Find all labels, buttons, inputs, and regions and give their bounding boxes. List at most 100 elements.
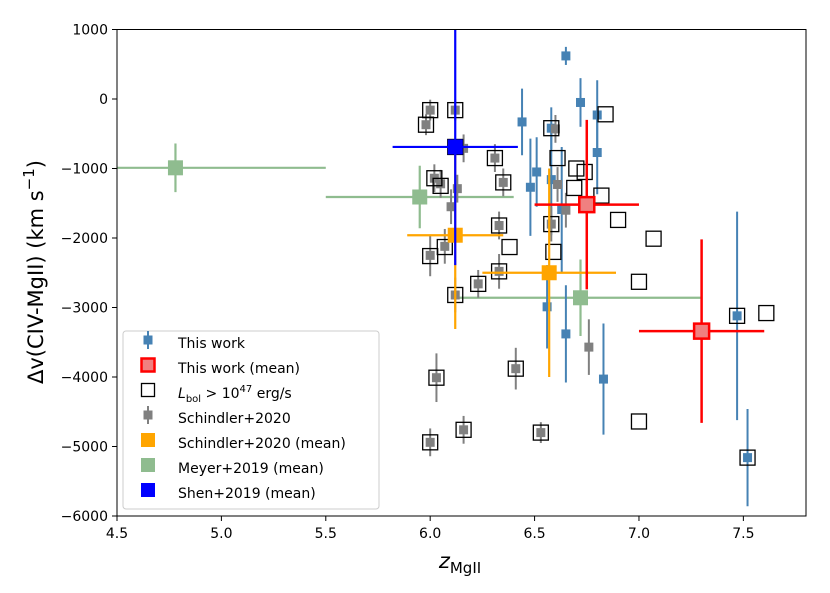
high-lum-marker: [543, 120, 560, 137]
high-lum-marker: [422, 247, 439, 265]
y-tick-label: −5000: [61, 440, 108, 456]
this-work-point: [576, 97, 586, 107]
high-lum-marker: [728, 307, 746, 324]
y-tick-label: −2000: [61, 231, 108, 247]
this-work-point: [561, 329, 571, 339]
legend-label-high-luminosity: Lbol > 1047 erg/s: [178, 384, 292, 405]
high-lum-marker: [490, 263, 508, 280]
legend-mark-schindler-mean: [141, 433, 155, 447]
this-work-point: [598, 374, 608, 384]
legend-mark-this-work-mean: [140, 357, 156, 373]
x-axis-label-sub: MgII: [450, 559, 481, 577]
this-work-point: [592, 148, 602, 158]
high-lum-marker: [576, 163, 593, 181]
high-lum-marker: [549, 149, 566, 167]
high-lum-marker: [597, 106, 614, 123]
legend-mark-meyer-mean: [141, 458, 155, 472]
x-tick-label: 6.0: [419, 526, 441, 542]
high-lum-marker: [436, 238, 453, 256]
meyer-mean-point: [573, 290, 589, 306]
this-work-point: [743, 453, 753, 463]
high-lum-marker: [543, 215, 560, 233]
x-tick-label: 7.0: [628, 526, 650, 542]
legend-label-this-work-mean: This work (mean): [177, 361, 300, 377]
y-axis-label: Δv(CIV-MgII) (km s−1): [20, 160, 48, 384]
high-lum-marker: [455, 421, 472, 438]
y-tick-label: −3000: [61, 301, 108, 317]
high-lum-marker: [568, 160, 585, 177]
schindler-point: [511, 364, 521, 374]
schindler-point: [425, 437, 435, 447]
this-work-point: [561, 51, 571, 61]
meyer-mean-point: [167, 160, 183, 176]
legend-mark-shen-mean: [141, 483, 155, 497]
schindler-point: [536, 428, 546, 438]
y-axis-label-main: Δv(CIV-MgII) (km s: [24, 190, 48, 384]
high-lum-marker: [486, 149, 504, 167]
schindler-point: [425, 250, 435, 260]
schindler-point: [459, 143, 469, 153]
schindler-mean-point: [541, 265, 557, 281]
schindler-point: [546, 219, 556, 229]
this-work-point: [542, 302, 552, 312]
high-lum-marker: [609, 211, 627, 229]
high-lum-marker: [501, 238, 518, 256]
schindler-point: [494, 220, 504, 230]
this-work-point: [517, 117, 527, 127]
x-tick-label: 6.5: [523, 526, 545, 542]
x-tick-label: 5.5: [315, 526, 337, 542]
schindler-point: [561, 205, 571, 215]
high-lum-marker: [545, 243, 562, 261]
high-lum-marker: [630, 413, 648, 430]
this-work-mean-point: [578, 195, 596, 214]
legend-label-schindler: Schindler+2020: [178, 411, 291, 427]
y-tick-label: −4000: [61, 370, 108, 386]
legend-mark-high-lum: [140, 382, 156, 398]
high-lum-marker: [470, 275, 487, 293]
legend-mark-schindler: [143, 410, 153, 420]
schindler-point: [440, 241, 450, 251]
x-axis-label-main: z: [438, 549, 451, 573]
high-lum-marker: [532, 424, 549, 441]
high-lum-marker: [566, 179, 583, 197]
y-tick-label: 1000: [72, 23, 108, 39]
schindler-point: [473, 279, 483, 289]
schindler-point: [490, 153, 500, 163]
schindler-point: [452, 184, 462, 194]
x-axis-label: zMgII: [438, 549, 481, 577]
legend-label-shen-mean: Shen+2019 (mean): [178, 486, 316, 502]
high-lum-marker: [417, 116, 435, 133]
this-work-point: [525, 182, 535, 192]
high-lum-marker: [507, 360, 524, 377]
y-tick-label: −1000: [61, 162, 108, 178]
schindler-point: [553, 179, 563, 189]
y-tick-label: 0: [99, 92, 108, 108]
high-lum-marker: [758, 304, 775, 322]
schindler-point: [550, 124, 560, 134]
high-lum-marker: [428, 369, 445, 386]
meyer-mean-point: [412, 189, 428, 205]
y-tick-label: −6000: [61, 509, 108, 525]
schindler-point: [431, 373, 441, 383]
legend-label-meyer-mean: Meyer+2019 (mean): [178, 461, 324, 477]
high-lum-marker: [490, 217, 508, 234]
high-lum-marker: [593, 187, 610, 204]
high-lum-marker: [495, 174, 512, 191]
plot-area: [117, 29, 775, 507]
legend-lum-exp: 47: [240, 384, 253, 395]
shen-mean-point: [447, 139, 463, 155]
axes-frame: [116, 29, 807, 517]
this-work-point: [732, 311, 742, 321]
legend-lum-sub: bol: [186, 394, 201, 405]
legend-lum-mid: > 10: [201, 386, 239, 402]
schindler-point: [421, 120, 431, 130]
schindler-point: [584, 342, 594, 352]
legend-label-schindler-mean: Schindler+2020 (mean): [178, 436, 346, 452]
this-work-point: [546, 175, 556, 185]
high-lum-marker: [739, 449, 756, 466]
this-work-point: [532, 167, 542, 177]
this-work-mean-point: [692, 322, 711, 340]
high-lum-marker: [630, 273, 648, 290]
y-axis-label-end: ): [24, 160, 48, 168]
